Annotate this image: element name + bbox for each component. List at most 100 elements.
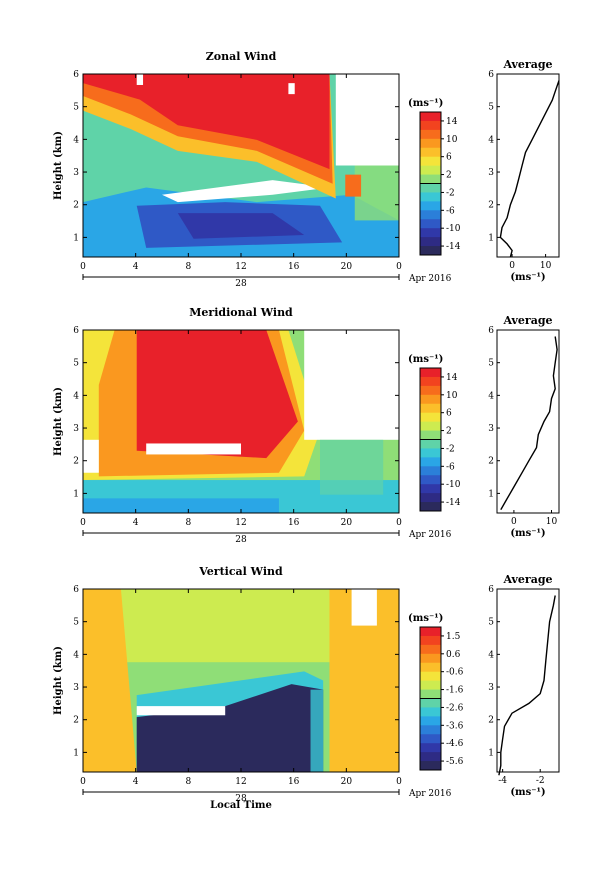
colorbar-tick-label: -14: [446, 498, 461, 508]
colorbar-tick-label: 14: [446, 373, 458, 383]
x-tick-label: 4: [133, 518, 139, 528]
colorbar-swatch: [420, 662, 441, 673]
average-meridional: Average 1 2 3 4 5 6 0 10(ms⁻¹): [488, 314, 560, 539]
x-axis-label: Local Time: [210, 800, 272, 811]
x-tick-label: 0: [396, 777, 402, 787]
colorbar-swatch: [420, 448, 441, 458]
colorbar-swatch: [420, 219, 441, 229]
colorbar-swatch: [420, 707, 441, 717]
colorbar-tick-label: -10: [446, 480, 461, 490]
colorbar-swatch: [420, 644, 441, 655]
colorbar-unit: (ms⁻¹): [408, 613, 443, 624]
colorbar-swatch: [420, 716, 441, 726]
average-title: Average: [502, 58, 552, 71]
x-tick-label: 12: [235, 518, 246, 528]
colorbar-swatch: [420, 725, 441, 735]
colorbar-swatch: [420, 165, 441, 176]
avg-y-tick-label: 3: [488, 424, 494, 434]
colorbar-tick-label: 10: [446, 135, 458, 145]
colorbar-swatch: [420, 112, 441, 122]
y-tick-label: 3: [73, 683, 79, 693]
colorbar-tick-label: -2: [446, 188, 455, 198]
x-tick-label: 12: [235, 777, 246, 787]
colorbar-zonal: (ms⁻¹)14 10 6 2 -2 -6 -10 -14: [408, 98, 461, 256]
avg-y-tick-label: 1: [488, 233, 494, 243]
colorbar-swatch: [420, 430, 441, 440]
colorbar-tick-label: -10: [446, 224, 461, 234]
average-zonal: Average 1 2 3 4 5 6 0 10(ms⁻¹): [488, 58, 560, 283]
colorbar-tick-label: -4.6: [446, 739, 464, 749]
panel-title: Meridional Wind: [189, 306, 293, 319]
colorbar-tick-label: -14: [446, 242, 461, 252]
average-title: Average: [502, 573, 552, 586]
colorbar-tick-label: 14: [446, 117, 458, 127]
colorbar-swatch: [420, 475, 441, 485]
colorbar-swatch: [420, 439, 441, 449]
avg-y-tick-label: 6: [488, 70, 494, 80]
y-tick-label: 1: [73, 233, 79, 243]
colorbar-swatch: [420, 671, 441, 682]
y-tick-label: 3: [73, 168, 79, 178]
avg-y-tick-label: 5: [488, 618, 494, 628]
x-tick-label: 0: [80, 777, 86, 787]
avg-x-tick-label: 10: [540, 261, 552, 271]
colorbar-tick-label: -0.6: [446, 668, 464, 678]
colorbar-swatch: [420, 752, 441, 762]
x-tick-label: 12: [235, 262, 246, 272]
month-label: Apr 2016: [408, 274, 452, 284]
y-tick-label: 1: [73, 748, 79, 758]
avg-y-tick-label: 4: [488, 391, 494, 401]
average-frame: [496, 329, 560, 514]
colorbar-swatch: [420, 412, 441, 423]
panel-title: Vertical Wind: [198, 565, 283, 578]
y-tick-label: 5: [73, 103, 79, 113]
colorbar-swatch: [420, 120, 441, 131]
x-tick-label: 4: [133, 262, 139, 272]
average-unit: (ms⁻¹): [510, 528, 545, 539]
colorbar-tick-label: -2: [446, 444, 455, 454]
avg-x-tick-label: 0: [509, 261, 515, 271]
colorbar-vertical: (ms⁻¹)1.5 0.6 -0.6 -1.6 -2.6 -3.6 -4.6 -5.6: [408, 613, 464, 771]
colorbar-swatch: [420, 201, 441, 211]
colorbar-swatch: [420, 502, 441, 512]
y-tick-label: 4: [73, 650, 79, 660]
colorbar-swatch: [420, 376, 441, 387]
colorbar-swatch: [420, 246, 441, 256]
avg-y-tick-label: 5: [488, 359, 494, 369]
colorbar-swatch: [420, 156, 441, 167]
average-vertical: Average 1 2 3 4 5 6 -4 -2(ms⁻¹): [488, 573, 560, 798]
month-label: Apr 2016: [408, 530, 452, 540]
colorbar-swatch: [420, 698, 441, 708]
y-tick-label: 4: [73, 391, 79, 401]
colorbar-swatch: [420, 466, 441, 476]
colorbar-swatch: [420, 421, 441, 432]
x-tick-label: 8: [185, 777, 191, 787]
colorbar-swatch: [420, 680, 441, 691]
colorbar-tick-label: 1.5: [446, 632, 461, 642]
avg-x-tick-label: 0: [511, 517, 517, 527]
y-tick-label: 2: [73, 457, 79, 467]
average-profile-line: [500, 336, 558, 511]
colorbar-swatch: [420, 761, 441, 771]
x-tick-label: 16: [288, 518, 300, 528]
x-tick-label: 8: [185, 262, 191, 272]
colorbar-tick-label: 0.6: [446, 650, 461, 660]
colorbar-tick-label: -6: [446, 462, 455, 472]
month-label: Apr 2016: [408, 789, 452, 799]
colorbar-swatch: [420, 484, 441, 494]
average-profile-line: [499, 80, 560, 258]
date-label: 28: [235, 535, 247, 545]
heatmap-meridional: [83, 330, 399, 513]
avg-y-tick-label: 6: [488, 326, 494, 336]
colorbar-swatch: [420, 192, 441, 202]
colorbar-swatch: [420, 403, 441, 414]
colorbar-swatch: [420, 368, 441, 378]
colorbar-swatch: [420, 689, 441, 699]
colorbar-swatch: [420, 183, 441, 193]
x-tick-label: 20: [341, 777, 353, 787]
colorbar-tick-label: -1.6: [446, 686, 464, 696]
x-tick-label: 16: [288, 777, 300, 787]
y-tick-label: 2: [73, 201, 79, 211]
